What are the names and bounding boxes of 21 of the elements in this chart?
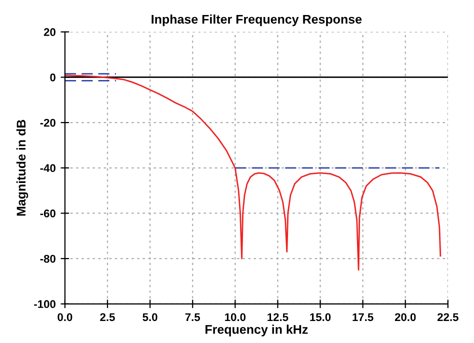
x-tick-label: 2.5 <box>100 313 115 322</box>
y-tick-label: -40 <box>40 164 56 172</box>
x-tick-label: 10.0 <box>225 313 246 322</box>
y-tick-label: 20 <box>44 28 56 36</box>
x-tick-label: 17.5 <box>352 313 374 322</box>
x-tick-label: 7.5 <box>185 313 200 322</box>
x-tick-label: 22.5 <box>438 313 458 322</box>
y-axis-title: Magnitude in dB <box>16 120 28 216</box>
y-tick-label: -100 <box>34 300 56 308</box>
y-tick-label: -80 <box>40 254 56 263</box>
y-tick-label: 0 <box>50 74 56 82</box>
chart-title: Inphase Filter Frequency Response <box>152 14 362 26</box>
y-tick-label: -60 <box>40 210 56 218</box>
x-tick-label: 15.0 <box>310 313 331 322</box>
x-tick-label: 0.0 <box>58 313 72 322</box>
x-tick-label: 20.0 <box>394 313 416 322</box>
x-tick-label: 5.0 <box>142 313 158 322</box>
x-axis-title: Frequency in kHz <box>206 324 308 336</box>
x-tick-label: 12.5 <box>268 313 288 322</box>
y-tick-label: -20 <box>40 118 56 127</box>
line-series <box>64 74 442 271</box>
